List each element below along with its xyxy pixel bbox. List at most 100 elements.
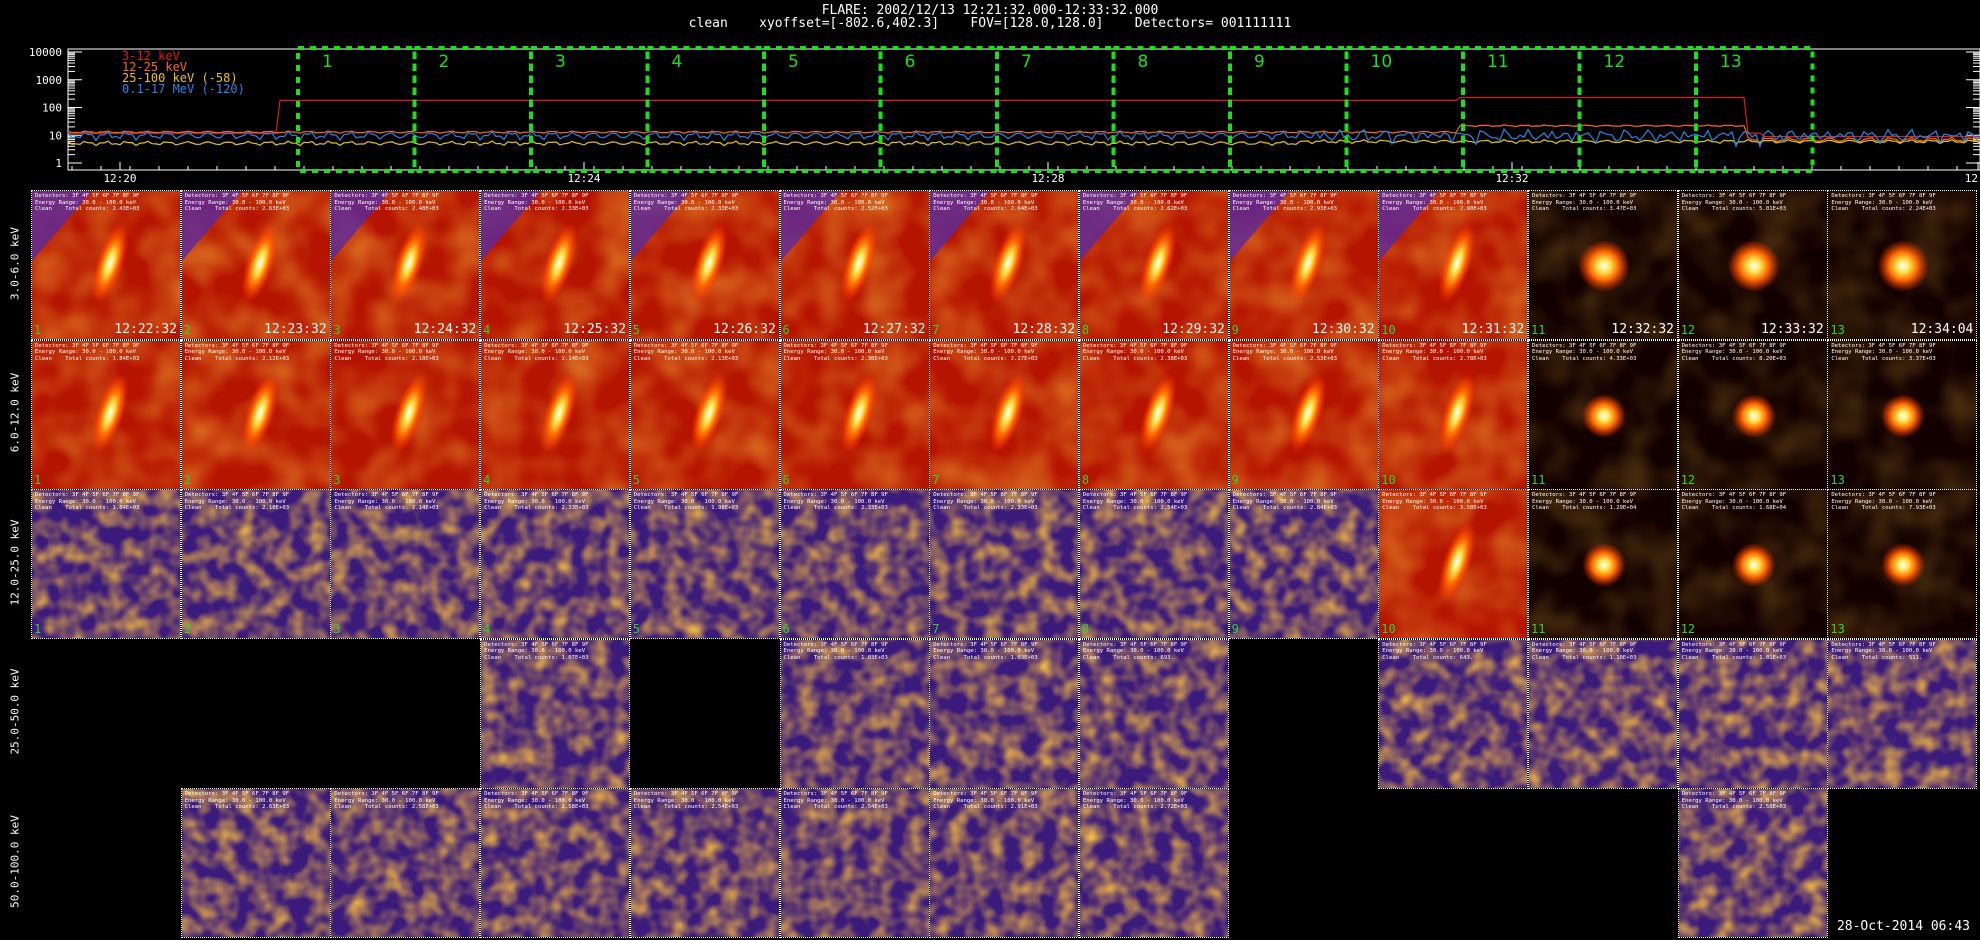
image-tile[interactable]: Detectors: 3F 4F 5F 6F 7F 8F 9F Energy R… [1528, 339, 1678, 490]
image-tile[interactable]: Detectors: 3F 4F 5F 6F 7F 8F 9F Energy R… [480, 489, 631, 639]
tile-time: 12:33:32 [1761, 322, 1824, 337]
image-tile[interactable]: Detectors: 3F 4F 5F 6F 7F 8F 9F Energy R… [1378, 190, 1529, 340]
tile-info: Detectors: 3F 4F 5F 6F 7F 8F 9F Energy R… [1082, 193, 1188, 213]
footer-timestamp: 28-Oct-2014 06:43 [1836, 919, 1970, 934]
image-tile[interactable]: Detectors: 3F 4F 5F 6F 7F 8F 9F Energy R… [1078, 339, 1229, 490]
legend-entry: 0.1-17 MeV (-120) [122, 82, 245, 96]
tile-interval-number: 3 [333, 323, 341, 337]
image-tile[interactable]: Detectors: 3F 4F 5F 6F 7F 8F 9F Energy R… [629, 190, 780, 340]
image-tile[interactable]: Detectors: 3F 4F 5F 6F 7F 8F 9F Energy R… [330, 190, 481, 340]
image-tile[interactable]: Detectors: 3F 4F 5F 6F 7F 8F 9F Energy R… [629, 788, 780, 938]
interval-box [995, 46, 1116, 173]
image-tile[interactable]: Detectors: 3F 4F 5F 6F 7F 8F 9F Energy R… [929, 788, 1080, 938]
tile-info: Detectors: 3F 4F 5F 6F 7F 8F 9F Energy R… [1082, 342, 1188, 362]
series-25-100-kev [67, 138, 1980, 147]
interval-label: 8 [1138, 52, 1149, 72]
tile-info: Detectors: 3F 4F 5F 6F 7F 8F 9F Energy R… [484, 492, 589, 512]
image-tile[interactable]: Detectors: 3F 4F 5F 6F 7F 8F 9F Energy R… [1228, 489, 1379, 639]
image-tile[interactable]: Detectors: 3F 4F 5F 6F 7F 8F 9F Energy R… [779, 638, 930, 789]
image-tile[interactable]: Detectors: 3F 4F 5F 6F 7F 8F 9F Energy R… [929, 190, 1080, 340]
image-tile[interactable]: Detectors: 3F 4F 5F 6F 7F 8F 9F Energy R… [480, 638, 631, 789]
tile-interval-number: 8 [1081, 472, 1090, 487]
image-tile[interactable]: Detectors: 3F 4F 5F 6F 7F 8F 9F Energy R… [1078, 638, 1229, 789]
tile-info: Detectors: 3F 4F 5F 6F 7F 8F 9F Energy R… [1831, 342, 1936, 362]
x-tick-label: 12:28 [1031, 172, 1064, 185]
tile-info: Detectors: 3F 4F 5F 6F 7F 8F 9F Energy R… [783, 641, 888, 661]
image-tile[interactable]: Detectors: 3F 4F 5F 6F 7F 8F 9F Energy R… [31, 489, 181, 639]
tile-info: Detectors: 3F 4F 5F 6F 7F 8F 9F Energy R… [184, 492, 290, 512]
tile-info: Detectors: 3F 4F 5F 6F 7F 8F 9F Energy R… [1831, 193, 1936, 213]
image-tile[interactable]: Detectors: 3F 4F 5F 6F 7F 8F 9F Energy R… [480, 190, 631, 340]
image-tile[interactable]: Detectors: 3F 4F 5F 6F 7F 8F 9F Energy R… [1677, 638, 1828, 789]
tile-info: Detectors: 3F 4F 5F 6F 7F 8F 9F Energy R… [1232, 193, 1337, 213]
tile-info: Detectors: 3F 4F 5F 6F 7F 8F 9F Energy R… [783, 193, 888, 213]
image-tile[interactable]: Detectors: 3F 4F 5F 6F 7F 8F 9F Energy R… [180, 489, 331, 639]
image-tile[interactable]: Detectors: 3F 4F 5F 6F 7F 8F 9F Energy R… [1677, 339, 1828, 490]
series-12-25-kev [67, 124, 1980, 144]
interval-label: 9 [1254, 52, 1265, 72]
image-tile[interactable]: Detectors: 3F 4F 5F 6F 7F 8F 9F Energy R… [779, 788, 930, 938]
image-tile[interactable]: Detectors: 3F 4F 5F 6F 7F 8F 9F Energy R… [929, 638, 1080, 789]
image-tile[interactable]: Detectors: 3F 4F 5F 6F 7F 8F 9F Energy R… [1528, 489, 1678, 639]
tile-interval-number: 9 [1231, 323, 1239, 337]
interval-box [412, 46, 533, 173]
image-tile[interactable]: Detectors: 3F 4F 5F 6F 7F 8F 9F Energy R… [1078, 190, 1229, 340]
y-tick-label: 10 [49, 129, 62, 142]
image-tile[interactable]: Detectors: 3F 4F 5F 6F 7F 8F 9F Energy R… [779, 489, 930, 639]
tile-interval-number: 13 [1830, 472, 1845, 487]
image-tile[interactable]: Detectors: 3F 4F 5F 6F 7F 8F 9F Energy R… [929, 339, 1080, 490]
image-tile[interactable]: Detectors: 3F 4F 5F 6F 7F 8F 9F Energy R… [1528, 638, 1678, 789]
tile-info: Detectors: 3F 4F 5F 6F 7F 8F 9F Energy R… [35, 342, 140, 362]
image-tile[interactable]: Detectors: 3F 4F 5F 6F 7F 8F 9F Energy R… [480, 788, 631, 938]
image-tile[interactable]: Detectors: 3F 4F 5F 6F 7F 8F 9F Energy R… [1378, 339, 1529, 490]
image-tile[interactable]: Detectors: 3F 4F 5F 6F 7F 8F 9F Energy R… [1528, 190, 1678, 340]
tile-info: Detectors: 3F 4F 5F 6F 7F 8F 9F Energy R… [334, 791, 439, 811]
tile-info: Detectors: 3F 4F 5F 6F 7F 8F 9F Energy R… [334, 342, 439, 362]
tile-interval-number: 4 [483, 472, 491, 487]
image-tile[interactable]: Detectors: 3F 4F 5F 6F 7F 8F 9F Energy R… [929, 489, 1080, 639]
image-tile[interactable]: Detectors: 3F 4F 5F 6F 7F 8F 9F Energy R… [629, 339, 780, 490]
image-tile[interactable]: Detectors: 3F 4F 5F 6F 7F 8F 9F Energy R… [330, 788, 481, 938]
image-tile[interactable]: Detectors: 3F 4F 5F 6F 7F 8F 9F Energy R… [1228, 339, 1379, 490]
image-tile[interactable]: Detectors: 3F 4F 5F 6F 7F 8F 9F Energy R… [1827, 638, 1978, 789]
image-tile[interactable]: Detectors: 3F 4F 5F 6F 7F 8F 9F Energy R… [180, 190, 331, 340]
image-tile[interactable]: Detectors: 3F 4F 5F 6F 7F 8F 9F Energy R… [629, 489, 780, 639]
image-tile[interactable]: Detectors: 3F 4F 5F 6F 7F 8F 9F Energy R… [180, 788, 331, 938]
interval-label: 5 [788, 52, 799, 72]
image-tile[interactable]: Detectors: 3F 4F 5F 6F 7F 8F 9F Energy R… [1827, 489, 1978, 639]
image-tile[interactable]: Detectors: 3F 4F 5F 6F 7F 8F 9F Energy R… [1827, 339, 1978, 490]
image-tile[interactable]: Detectors: 3F 4F 5F 6F 7F 8F 9F Energy R… [1078, 788, 1229, 938]
tile-time: 12:26:32 [713, 322, 776, 337]
image-tile[interactable]: Detectors: 3F 4F 5F 6F 7F 8F 9F Energy R… [1677, 190, 1828, 340]
tile-time: 12:28:32 [1012, 322, 1076, 337]
image-tile[interactable]: Detectors: 3F 4F 5F 6F 7F 8F 9F Energy R… [1378, 638, 1529, 789]
image-tile[interactable]: Detectors: 3F 4F 5F 6F 7F 8F 9F Energy R… [779, 339, 930, 490]
image-tile[interactable]: Detectors: 3F 4F 5F 6F 7F 8F 9F Energy R… [480, 339, 631, 490]
tile-interval-number: 9 [1231, 622, 1239, 636]
image-tile[interactable]: Detectors: 3F 4F 5F 6F 7F 8F 9F Energy R… [180, 339, 331, 490]
image-tile[interactable]: Detectors: 3F 4F 5F 6F 7F 8F 9F Energy R… [330, 339, 481, 490]
tile-interval-number: 12 [1680, 622, 1696, 636]
image-tile[interactable]: Detectors: 3F 4F 5F 6F 7F 8F 9F Energy R… [779, 190, 930, 340]
legend-entry: 3-12 keV [122, 49, 180, 63]
image-tile[interactable]: Detectors: 3F 4F 5F 6F 7F 8F 9F Energy R… [1228, 190, 1379, 340]
tile-info: Detectors: 3F 4F 5F 6F 7F 8F 9F Energy R… [1532, 492, 1637, 512]
image-tile[interactable]: Detectors: 3F 4F 5F 6F 7F 8F 9F Energy R… [330, 489, 481, 639]
tile-info: Detectors: 3F 4F 5F 6F 7F 8F 9F Energy R… [1382, 492, 1487, 512]
image-tile[interactable]: Detectors: 3F 4F 5F 6F 7F 8F 9F Energy R… [1677, 489, 1828, 639]
tile-info: Detectors: 3F 4F 5F 6F 7F 8F 9F Energy R… [484, 193, 589, 213]
tile-info: Detectors: 3F 4F 5F 6F 7F 8F 9F Energy R… [1681, 492, 1787, 512]
image-tile[interactable]: Detectors: 3F 4F 5F 6F 7F 8F 9F Energy R… [1378, 489, 1529, 639]
tile-interval-number: 6 [782, 472, 790, 487]
image-tile[interactable]: Detectors: 3F 4F 5F 6F 7F 8F 9F Energy R… [31, 190, 181, 340]
image-tile[interactable]: Detectors: 3F 4F 5F 6F 7F 8F 9F Energy R… [1677, 788, 1828, 938]
image-tile[interactable]: Detectors: 3F 4F 5F 6F 7F 8F 9F Energy R… [1078, 489, 1229, 639]
y-tick-label: 1 [55, 157, 62, 170]
image-tile[interactable]: Detectors: 3F 4F 5F 6F 7F 8F 9F Energy R… [1827, 190, 1978, 340]
tile-interval-number: 7 [932, 323, 940, 337]
image-tile[interactable]: Detectors: 3F 4F 5F 6F 7F 8F 9F Energy R… [31, 339, 181, 490]
interval-box [1577, 46, 1698, 173]
interval-box [645, 46, 766, 173]
tile-interval-number: 8 [1081, 622, 1090, 636]
tile-interval-number: 4 [483, 622, 491, 636]
